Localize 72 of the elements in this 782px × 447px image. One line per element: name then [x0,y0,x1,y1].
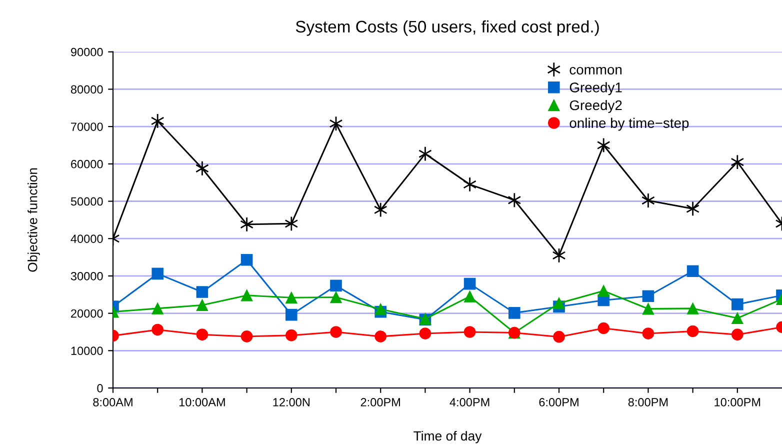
y-tick-label: 10000 [71,346,103,356]
point [374,202,388,218]
legend-label: Greedy2 [570,100,622,113]
point [150,113,164,129]
y-tick-label: 50000 [70,197,103,206]
point [508,192,522,208]
point [686,265,699,277]
y-tick-label: 40000 [70,234,103,243]
point [330,280,342,292]
y-tick-label: 70000 [71,122,103,131]
point [686,302,699,314]
y-tick-label: 80000 [70,85,103,94]
legend-label: Greedy1 [570,82,622,96]
x-axis-title: Time of day [414,430,482,444]
point [152,268,164,280]
point [285,329,298,342]
y-tick-label: 20000 [71,309,103,318]
x-tick-label: 6:00PM [539,398,578,406]
point [374,330,387,342]
point [196,286,208,298]
legend-label: common [570,66,622,75]
point [553,297,565,310]
point [240,289,253,302]
point [508,307,520,319]
point [553,330,565,343]
point [642,290,654,302]
point [686,325,699,338]
point [374,303,387,316]
point [596,138,610,153]
x-tick-label: 8:00AM [93,398,132,406]
chart-title: System Costs (50 users, fixed cost pred.) [296,20,599,36]
point [285,308,298,321]
point [464,290,476,302]
y-tick-label: 0 [97,384,103,392]
point [330,326,342,338]
point [686,201,700,216]
x-tick-label: 4:00PM [450,398,490,406]
point [330,291,342,304]
point [284,216,298,232]
point [240,330,253,342]
point [285,292,298,304]
y-tick-label: 30000 [70,272,103,280]
x-tick-label: 12:00N [273,398,310,406]
x-tick-label: 10:00AM [179,398,225,406]
point [196,328,208,340]
point [464,278,476,290]
point [196,299,208,311]
point [418,146,432,162]
legend-label: online by time−step [570,118,689,131]
point [598,284,610,297]
point [463,176,477,192]
point [731,298,744,310]
point [730,154,744,170]
point [598,322,610,334]
y-tick-label: 60000 [71,160,103,168]
x-tick-label: 8:00PM [628,398,668,406]
y-tick-label: 90000 [71,48,103,56]
x-tick-label: 2:00PM [360,398,400,406]
point [152,324,164,336]
y-axis-title: Objective function [28,168,40,272]
point [642,328,654,340]
point [731,312,744,324]
point [731,328,744,340]
point [240,254,253,266]
point [152,302,164,314]
point [240,216,254,232]
point [464,326,476,338]
point [642,302,654,315]
point [419,328,432,340]
point [195,160,209,176]
point [641,192,655,208]
x-tick-label: 10:00PM [714,398,760,406]
